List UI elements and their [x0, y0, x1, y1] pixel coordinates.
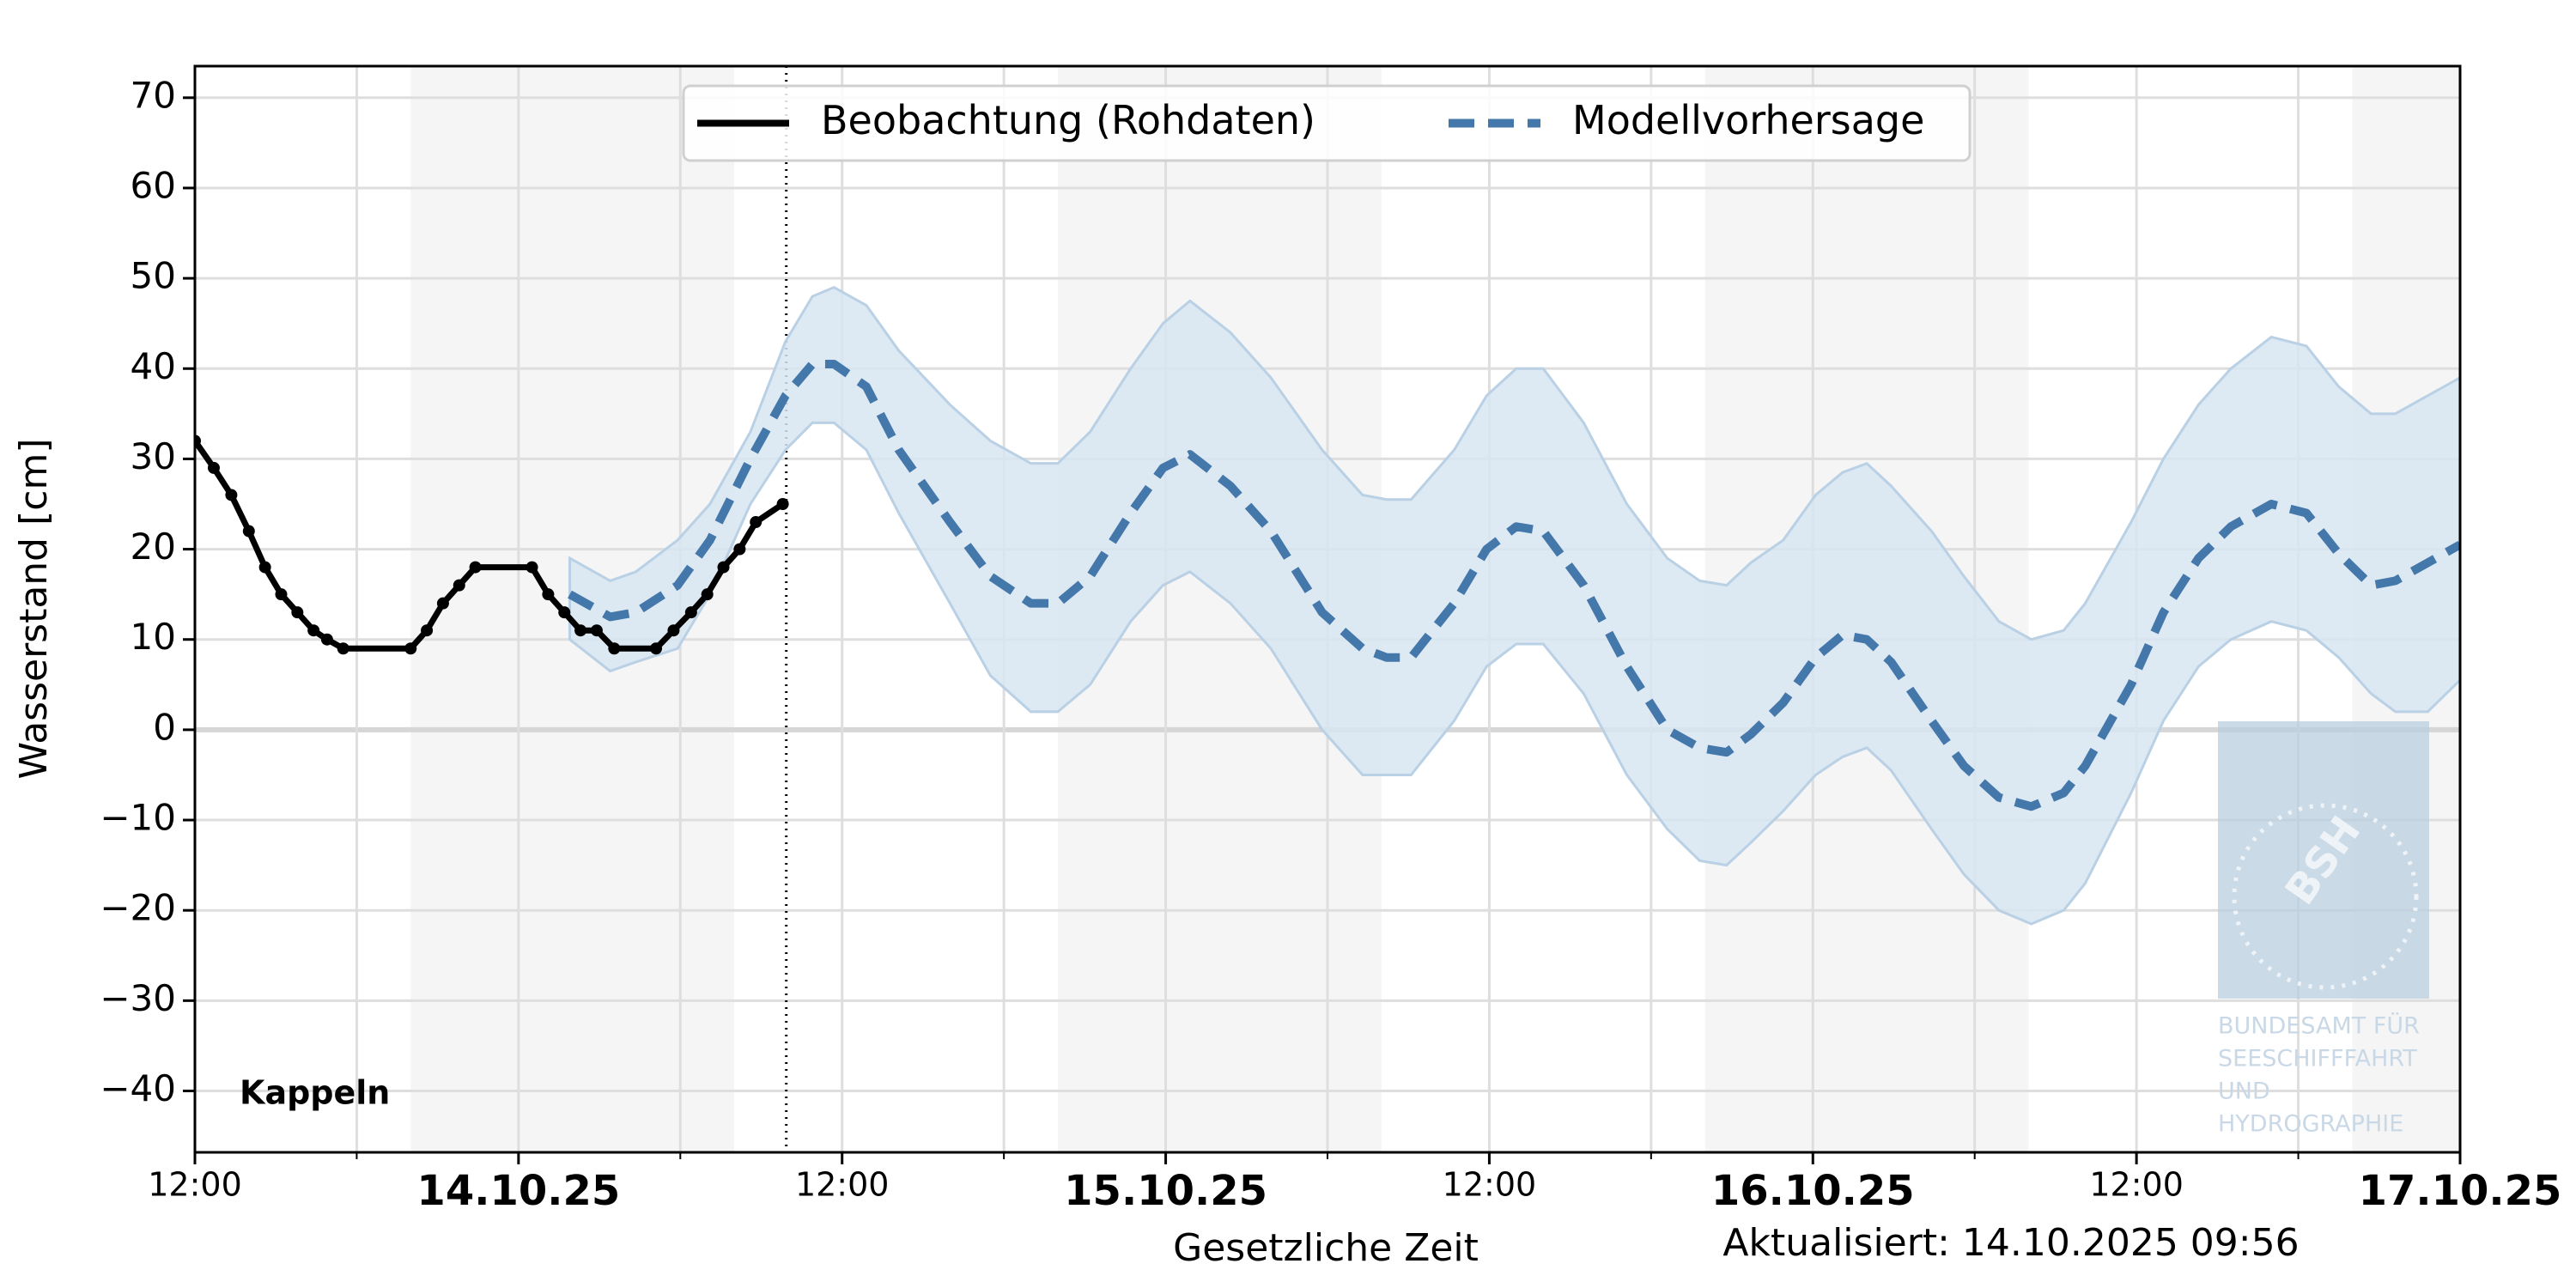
y-axis-label: Wasserstand [cm]	[12, 439, 56, 780]
y-tick-label: 40	[131, 345, 176, 387]
series-point	[469, 561, 482, 574]
series-point	[307, 624, 320, 637]
x-tick-label: 12:00	[1443, 1166, 1537, 1204]
series-point	[242, 525, 255, 538]
series-point	[542, 588, 555, 601]
y-tick-label: −10	[100, 797, 176, 839]
x-tick-label: 15.10.25	[1064, 1167, 1267, 1215]
series-point	[404, 642, 417, 655]
logo-text: SEESCHIFFFAHRT	[2218, 1046, 2417, 1072]
x-tick-label: 12:00	[2089, 1166, 2184, 1204]
series-point	[453, 579, 465, 592]
series-point	[225, 489, 238, 501]
legend-label: Modellvorhersage	[1572, 97, 1924, 143]
series-point	[320, 633, 333, 646]
y-tick-label: 10	[131, 616, 176, 658]
x-tick-label: 12:00	[795, 1166, 890, 1204]
series-point	[275, 588, 288, 601]
series-point	[558, 606, 571, 619]
logo: BSH BUNDESAMT FÜR SEESCHIFFFAHRT UND HYD…	[2218, 721, 2429, 1138]
series-point	[574, 624, 587, 637]
series-point	[776, 497, 789, 510]
y-tick-label: 0	[153, 706, 176, 748]
x-axis-label: Gesetzliche Zeit	[1173, 1226, 1479, 1270]
series-point	[207, 461, 220, 474]
x-tick-label: 12:00	[148, 1166, 242, 1204]
plot-frame	[193, 64, 2462, 1154]
uncertainty-band	[568, 285, 2460, 926]
series-point	[717, 561, 730, 574]
legend-box	[682, 84, 1971, 162]
x-tick-label: 17.10.25	[2359, 1167, 2562, 1215]
y-tick-label: 30	[131, 435, 176, 477]
y-tick-label: −20	[100, 887, 176, 929]
series-point	[337, 642, 349, 655]
logo-text: UND	[2218, 1078, 2270, 1105]
y-tick-label: 70	[131, 74, 176, 116]
y-tick-label: 50	[131, 255, 176, 297]
series-point	[650, 642, 663, 655]
updated-label: Aktualisiert: 14.10.2025 09:56	[1722, 1221, 2299, 1265]
series-point	[291, 606, 304, 619]
series-point	[590, 624, 603, 637]
y-tick-label: −40	[100, 1067, 176, 1109]
logo-circle	[2232, 803, 2419, 990]
series-point	[684, 606, 697, 619]
y-tick-label: −30	[100, 977, 176, 1019]
x-tick-label: 14.10.25	[416, 1167, 620, 1215]
series-point	[195, 434, 201, 447]
series-point	[421, 624, 434, 637]
series-point	[667, 624, 680, 637]
series-point	[258, 561, 271, 574]
logo-text: HYDROGRAPHIE	[2218, 1111, 2403, 1138]
legend-label: Beobachtung (Rohdaten)	[821, 97, 1315, 143]
station-label: Kappeln	[240, 1074, 390, 1112]
y-tick-label: 20	[131, 526, 176, 568]
series-point	[733, 543, 746, 556]
series-point	[750, 516, 762, 529]
y-tick-label: 60	[131, 164, 176, 206]
series-point	[608, 642, 621, 655]
series-point	[526, 561, 538, 574]
logo-text: BUNDESAMT FÜR	[2218, 1012, 2420, 1040]
series-point	[436, 597, 449, 610]
series-point	[701, 588, 714, 601]
x-tick-label: 16.10.25	[1711, 1167, 1915, 1215]
